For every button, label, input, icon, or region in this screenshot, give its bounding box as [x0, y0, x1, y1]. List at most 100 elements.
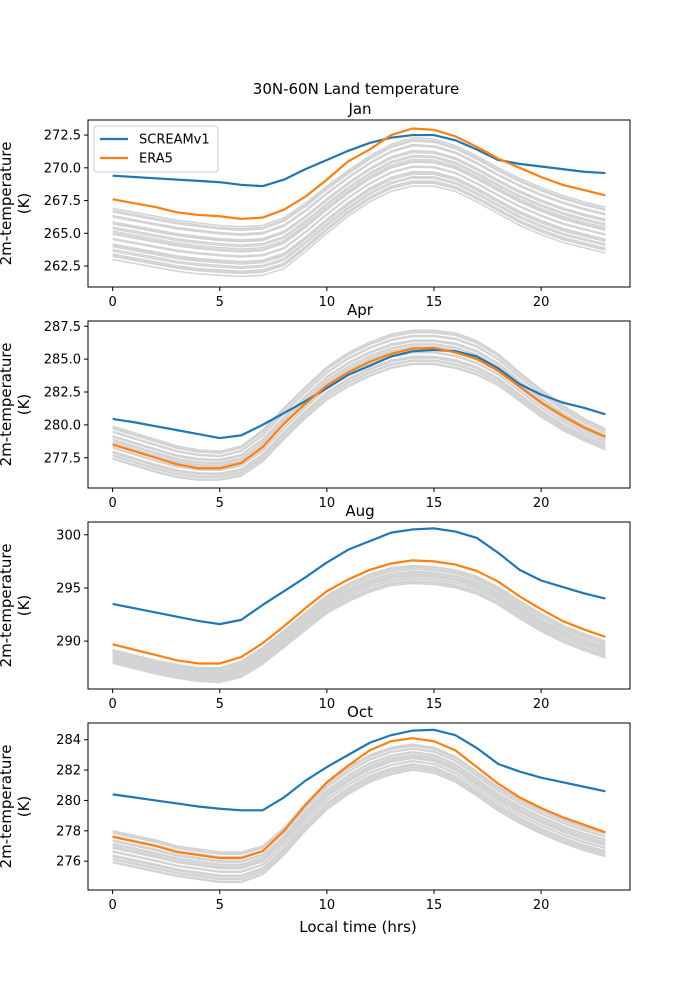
ensemble-member-line	[112, 757, 606, 869]
ensemble-member-line	[112, 143, 606, 235]
ensemble-member-line	[112, 173, 606, 265]
ensemble-member-line	[112, 331, 606, 454]
y-tick-label: 270.0	[44, 161, 81, 176]
ensemble-member-line	[112, 357, 606, 476]
ensemble-member-line	[112, 743, 606, 853]
ensemble-member-line	[112, 363, 606, 481]
ensemble-member-line	[112, 769, 606, 884]
y-axis-label: 2m-temperature(K)	[0, 745, 33, 869]
ensemble-member-line	[112, 156, 606, 248]
ensemble-member-line	[112, 175, 606, 268]
y-tick-label: 285.0	[44, 353, 81, 368]
ensemble-member-line	[112, 763, 606, 876]
y-tick-label: 282.5	[44, 386, 81, 401]
ensemble-member-line	[112, 138, 606, 230]
ensemble-member-line	[112, 160, 606, 252]
ensemble-member-line	[112, 151, 606, 243]
x-tick-label: 5	[216, 295, 224, 310]
y-tick-label: 282	[56, 764, 81, 779]
legend-box	[93, 125, 219, 173]
x-tick-label: 20	[533, 295, 550, 310]
ensemble-member-line	[112, 744, 606, 855]
ensemble-member-line	[112, 329, 606, 452]
ensemble-member-line	[112, 565, 606, 670]
ensemble-member-line	[112, 136, 606, 228]
axes-frame	[87, 521, 631, 690]
panel-title: Aug	[345, 502, 374, 520]
panel-title: Oct	[347, 703, 373, 721]
ensemble-member-line	[112, 575, 606, 678]
ensemble-member-line	[112, 572, 606, 676]
panel-apr: 0 5 10 15 20 277.5 280.0 282.5 285.0 287.5 2m-temp…	[0, 301, 631, 511]
y-tick-label: 267.5	[44, 194, 81, 209]
y-axis-label: 2m-temperature(K)	[0, 343, 33, 467]
y-tick-label: 300	[56, 528, 81, 543]
ensemble-member-line	[112, 154, 606, 246]
y-tick-label: 284	[56, 733, 81, 748]
ensemble-member-line	[112, 752, 606, 863]
ensemble-member-line	[112, 161, 606, 253]
x-tick-label: 20	[533, 496, 550, 511]
series-line-era5	[112, 559, 606, 665]
x-axis-label: Local time (hrs)	[299, 918, 417, 936]
panel-title: Jan	[347, 100, 371, 118]
legend-label: ERA5	[139, 152, 173, 167]
ensemble-member-line	[112, 756, 606, 868]
series-line-screamv1	[112, 348, 606, 440]
y-tick-label: 276	[56, 855, 81, 870]
plot-area	[112, 728, 606, 884]
panel-jan: 0 5 10 15 20 262.5 265.0 267.5 270.0 272.5 2m-temp…	[0, 100, 631, 310]
ensemble-member-line	[112, 158, 606, 250]
ensemble-member-line	[112, 171, 606, 264]
ensemble-member-line	[112, 571, 606, 674]
ensemble-member-line	[112, 140, 606, 231]
panel-aug: 0 5 10 15 20 290 295 300 2m-temperature(K) Aug	[0, 502, 631, 712]
x-tick-label: 0	[108, 697, 116, 712]
panel-title: Apr	[347, 301, 374, 319]
x-tick-label: 5	[216, 697, 224, 712]
x-tick-label: 15	[426, 898, 443, 913]
ensemble-member-line	[112, 181, 606, 274]
ensemble-member-line	[112, 170, 606, 263]
y-tick-label: 290	[56, 635, 81, 650]
y-tick-label: 278	[56, 824, 81, 839]
series-line-screamv1	[112, 527, 606, 626]
plot-area	[112, 127, 606, 278]
x-tick-label: 0	[108, 496, 116, 511]
ensemble-member-line	[112, 766, 606, 880]
x-tick-label: 5	[216, 898, 224, 913]
y-tick-label: 280.0	[44, 418, 81, 433]
ensemble-member-line	[112, 764, 606, 878]
x-tick-label: 15	[426, 295, 443, 310]
y-tick-label: 265.0	[44, 227, 81, 242]
series-line-era5	[112, 127, 606, 220]
ensemble-member-line	[112, 578, 606, 680]
y-tick-label: 272.5	[44, 129, 81, 144]
x-tick-label: 5	[216, 496, 224, 511]
ensemble-member-line	[112, 760, 606, 873]
y-axis-label: 2m-temperature(K)	[0, 142, 33, 266]
x-tick-label: 10	[319, 295, 336, 310]
y-tick-label: 277.5	[44, 451, 81, 466]
x-tick-label: 10	[319, 496, 336, 511]
ensemble-member-line	[112, 753, 606, 865]
x-tick-label: 0	[108, 295, 116, 310]
x-tick-label: 10	[319, 697, 336, 712]
ensemble-member-line	[112, 579, 606, 681]
y-tick-label: 262.5	[44, 260, 81, 275]
ensemble-member-line	[112, 180, 606, 272]
y-axis-label: 2m-temperature(K)	[0, 544, 33, 668]
series-line-screamv1	[112, 728, 606, 812]
ensemble-member-line	[112, 359, 606, 478]
legend: SCREAMv1 ERA5	[93, 125, 219, 173]
panel-oct: 0 5 10 15 20 276 278 280 282 284 2m-temperature(K)…	[0, 703, 631, 913]
ensemble-member-line	[112, 335, 606, 458]
ensemble-member-line	[112, 166, 606, 258]
x-tick-label: 15	[426, 697, 443, 712]
ensemble-member-line	[112, 149, 606, 241]
ensemble-member-line	[112, 339, 606, 461]
x-tick-label: 0	[108, 898, 116, 913]
series-line-era5	[112, 346, 606, 470]
series-line-era5	[112, 737, 606, 860]
